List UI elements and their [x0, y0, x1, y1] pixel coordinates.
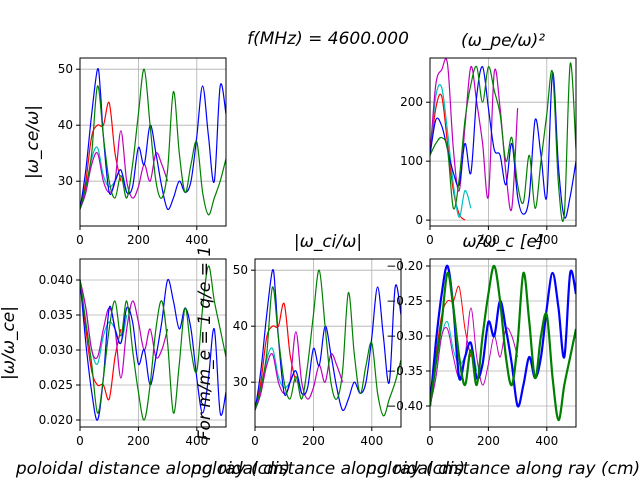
y-tick-label-wwc-0: −0.40	[386, 399, 423, 413]
figure-title: f(MHz) = 4600.000	[247, 29, 409, 49]
y-tick-label-wwc-4: −0.20	[386, 259, 423, 273]
y-tick-label-wci-2: 50	[233, 263, 248, 277]
series-line-wce-0	[80, 101, 122, 210]
x-tick-label-wpe-1: 200	[477, 233, 500, 247]
chart-panel-wwce: 0 200 4000.0200.0250.0300.0350.040|ω/ω_ce|…	[0, 258, 290, 479]
x-tick-label-wwc-1: 200	[477, 434, 500, 448]
plot-frame-wci	[254, 258, 402, 428]
x-tick-label-wci-1: 200	[302, 434, 325, 448]
chart-panel-wwc: 0 200 400 −0.40 −0.35 −0.30 −0.25 −0.20 ω/ω_c [e…	[365, 232, 640, 479]
y-tick-label-wwc-2: −0.30	[386, 329, 423, 343]
y-tick-label-wpe-1: 100	[400, 154, 423, 168]
x-axis-label-wwce: poloidal distance along ray (cm)	[15, 459, 290, 479]
y-tick-label-wwc-1: −0.35	[386, 364, 423, 378]
y-tick-label-wwce-2: 0.030	[39, 343, 73, 357]
x-tick-label-wwce-1: 200	[127, 434, 150, 448]
series-line-wwce-0	[80, 279, 122, 401]
series-line-wci-4	[255, 269, 401, 417]
x-tick-label-wce-0: 0	[76, 233, 84, 247]
y-tick-label-wpe-2: 200	[400, 95, 423, 109]
x-tick-label-wce-1: 200	[127, 233, 150, 247]
series-line-wci-2	[255, 331, 344, 411]
series-line-wwce-4	[80, 265, 226, 421]
x-tick-label-wwc-0: 0	[426, 434, 434, 448]
y-tick-label-wce-1: 40	[58, 118, 73, 132]
y-tick-label-wpe-0: 0	[415, 213, 423, 227]
series-line-wwce-2	[80, 279, 169, 379]
y-tick-label-wci-1: 40	[233, 319, 248, 333]
series-line-wpe-0	[430, 93, 466, 221]
x-tick-label-wpe-2: 400	[535, 233, 558, 247]
y-tick-label-wwc-3: −0.25	[386, 294, 423, 308]
series-line-wce-4	[80, 68, 226, 216]
series-line-wpe-1	[430, 84, 472, 218]
chart-title-wpe: (ω_pe/ω)²	[461, 31, 545, 51]
plot-frame-wce	[79, 57, 227, 227]
y-tick-label-wwce-3: 0.035	[39, 308, 73, 322]
y-tick-label-wwce-4: 0.040	[39, 273, 73, 287]
series-line-wce-2	[80, 130, 169, 210]
series-line-wpe-4	[430, 62, 576, 222]
y-tick-label-wce-2: 50	[58, 62, 73, 76]
chart-title-wwc: ω/ω_c [e]	[462, 232, 543, 252]
x-axis-label-wci: poloidal distance along ray (cm)	[190, 459, 465, 479]
series-line-wci-0	[255, 302, 297, 411]
y-axis-label-wci: For m/m_e = 1 q/e = 1	[195, 246, 215, 441]
chart-panel-wpe: 0 200 400 0 100 200 (ω_pe/ω)²	[400, 31, 577, 247]
plot-frame-wwce	[79, 258, 227, 428]
chart-panel-wce: 0 200 400 30 40 50 |ω_ce/ω|	[23, 57, 227, 247]
x-tick-label-wwce-0: 0	[76, 434, 84, 448]
x-tick-label-wci-0: 0	[251, 434, 259, 448]
chart-title-wci: |ω_ci/ω|	[294, 232, 362, 252]
x-tick-label-wci-2: 400	[360, 434, 383, 448]
x-axis-label-wwc: poloidal distance along ray (cm)	[365, 459, 640, 479]
x-tick-label-wwce-2: 400	[185, 434, 208, 448]
chart-panel-wci: 0 200 400 30 40 50 |ω_ci/ω| For m/m_e = 1 q/e =…	[190, 232, 465, 479]
plot-frame-wwc	[429, 258, 577, 428]
x-tick-label-wce-2: 400	[185, 233, 208, 247]
series-line-wwc-2	[430, 307, 519, 407]
y-tick-label-wwce-0: 0.020	[39, 413, 73, 427]
series-line-wwc-4	[430, 264, 576, 422]
y-tick-label-wci-0: 30	[233, 375, 248, 389]
x-tick-label-wwc-2: 400	[535, 434, 558, 448]
y-axis-label-wwce: |ω/ω_ce|	[0, 306, 19, 380]
y-axis-label-wce: |ω_ce/ω|	[23, 105, 43, 179]
y-tick-label-wce-0: 30	[58, 174, 73, 188]
plot-frame-wpe	[429, 57, 577, 227]
x-tick-label-wpe-0: 0	[426, 233, 434, 247]
y-tick-label-wwce-1: 0.025	[39, 378, 73, 392]
